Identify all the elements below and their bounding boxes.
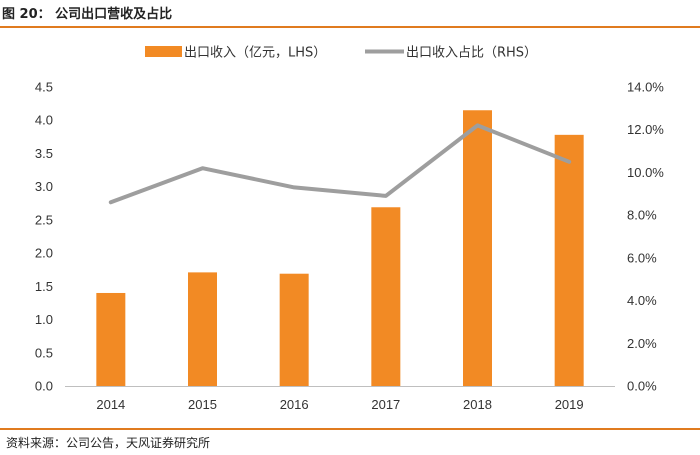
y-right-tick-label: 10.0%	[627, 165, 664, 180]
y-left-tick-label: 4.5	[35, 80, 53, 95]
bar	[463, 110, 492, 386]
top-rule	[0, 26, 700, 28]
line-series	[108, 123, 572, 205]
legend: 出口收入（亿元，LHS） 出口收入占比（RHS）	[145, 46, 537, 61]
x-tick-label: 2015	[188, 397, 217, 412]
y-right-tick-label: 12.0%	[627, 122, 664, 137]
bar	[279, 273, 309, 386]
x-tick-label: 2018	[463, 397, 492, 412]
ratio-line	[108, 123, 572, 205]
legend-bar-swatch	[145, 46, 182, 57]
y-left-tick-label: 1.5	[35, 279, 53, 294]
y-left-tick-label: 0.0	[35, 379, 53, 394]
bar	[371, 207, 401, 386]
legend-bar-label: 出口收入（亿元，LHS）	[184, 46, 326, 61]
y-left-tick-label: 3.0	[35, 179, 53, 194]
x-axis-ticks: 2014 2015 2016 2017 2018 2019	[96, 397, 583, 412]
bar	[554, 134, 584, 386]
y-right-tick-label: 4.0%	[627, 293, 657, 308]
x-tick-label: 2019	[555, 397, 584, 412]
y-right-tick-label: 6.0%	[627, 250, 657, 265]
y-left-tick-label: 2.5	[35, 212, 53, 227]
y-left-tick-label: 3.5	[35, 146, 53, 161]
y-left-tick-label: 2.0	[35, 246, 53, 261]
combo-chart: 出口收入（亿元，LHS） 出口收入占比（RHS） 0.0 0.5 1.0 1.5 2.0…	[35, 46, 664, 413]
y-left-tick-label: 1.0	[35, 312, 53, 327]
bar-series	[96, 110, 584, 386]
figure-header: 图 20： 公司出口营收及占比	[0, 0, 700, 26]
y-right-axis-ticks: 0.0% 2.0% 4.0% 6.0% 8.0% 10.0% 12.0% 14.0%	[627, 80, 664, 394]
y-right-tick-label: 14.0%	[627, 80, 664, 95]
figure-title: 图 20： 公司出口营收及占比	[2, 7, 173, 22]
legend-line-label: 出口收入占比（RHS）	[406, 46, 537, 61]
y-right-tick-label: 2.0%	[627, 336, 657, 351]
x-tick-label: 2014	[96, 397, 125, 412]
source-note: 资料来源：公司公告，天风证券研究所	[6, 436, 211, 450]
y-left-tick-label: 4.0	[35, 113, 53, 128]
x-tick-label: 2016	[280, 397, 309, 412]
y-left-axis-ticks: 0.0 0.5 1.0 1.5 2.0 2.5 3.0 3.5 4.0 4.5	[35, 80, 53, 394]
bar	[188, 272, 217, 386]
y-left-tick-label: 0.5	[35, 345, 53, 360]
y-right-tick-label: 8.0%	[627, 208, 657, 223]
x-tick-label: 2017	[371, 397, 400, 412]
bottom-rule	[0, 428, 700, 430]
bar	[96, 292, 126, 386]
y-right-tick-label: 0.0%	[627, 379, 657, 394]
